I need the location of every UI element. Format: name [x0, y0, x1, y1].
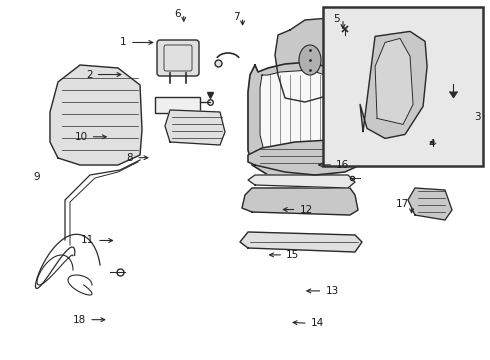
Text: 14: 14 [311, 318, 324, 328]
Ellipse shape [353, 54, 367, 76]
Polygon shape [165, 110, 225, 145]
Text: 9: 9 [33, 172, 40, 182]
Polygon shape [240, 232, 362, 252]
Polygon shape [50, 65, 142, 165]
Polygon shape [248, 140, 362, 175]
Polygon shape [275, 18, 340, 102]
Text: 17: 17 [395, 199, 409, 210]
Polygon shape [242, 188, 358, 215]
Polygon shape [375, 39, 413, 125]
Text: 10: 10 [74, 132, 88, 142]
Text: 4: 4 [429, 139, 436, 149]
Polygon shape [260, 70, 350, 162]
Text: 6: 6 [174, 9, 181, 19]
FancyBboxPatch shape [157, 40, 199, 76]
Text: 8: 8 [126, 153, 133, 163]
Text: 11: 11 [81, 235, 94, 246]
Text: 3: 3 [474, 112, 481, 122]
Text: 12: 12 [299, 204, 313, 215]
Text: 18: 18 [73, 315, 86, 325]
Polygon shape [408, 188, 452, 220]
Bar [323, 7, 483, 166]
Polygon shape [248, 175, 355, 188]
Polygon shape [360, 31, 427, 138]
Text: 5: 5 [333, 14, 340, 24]
Bar [155, 97, 200, 113]
Polygon shape [345, 25, 375, 100]
Text: 15: 15 [286, 250, 299, 260]
Ellipse shape [299, 45, 321, 75]
Polygon shape [248, 62, 360, 178]
Text: 1: 1 [120, 37, 127, 48]
Text: 7: 7 [233, 12, 240, 22]
Text: 16: 16 [336, 160, 349, 170]
Text: 13: 13 [325, 286, 339, 296]
Text: 2: 2 [86, 69, 93, 80]
